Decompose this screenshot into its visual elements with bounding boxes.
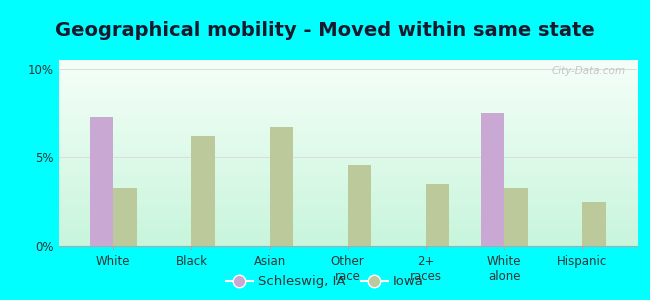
Bar bbox=[270, 127, 293, 246]
Bar bbox=[504, 188, 528, 246]
Text: Geographical mobility - Moved within same state: Geographical mobility - Moved within sam… bbox=[55, 21, 595, 40]
Bar bbox=[582, 202, 606, 246]
Legend: Schleswig, IA, Iowa: Schleswig, IA, Iowa bbox=[221, 270, 429, 293]
Bar bbox=[480, 113, 504, 246]
Bar bbox=[113, 188, 136, 246]
Bar bbox=[348, 164, 371, 246]
Bar bbox=[426, 184, 449, 246]
Bar bbox=[90, 117, 113, 246]
Bar bbox=[191, 136, 215, 246]
Text: City-Data.com: City-Data.com bbox=[551, 66, 625, 76]
